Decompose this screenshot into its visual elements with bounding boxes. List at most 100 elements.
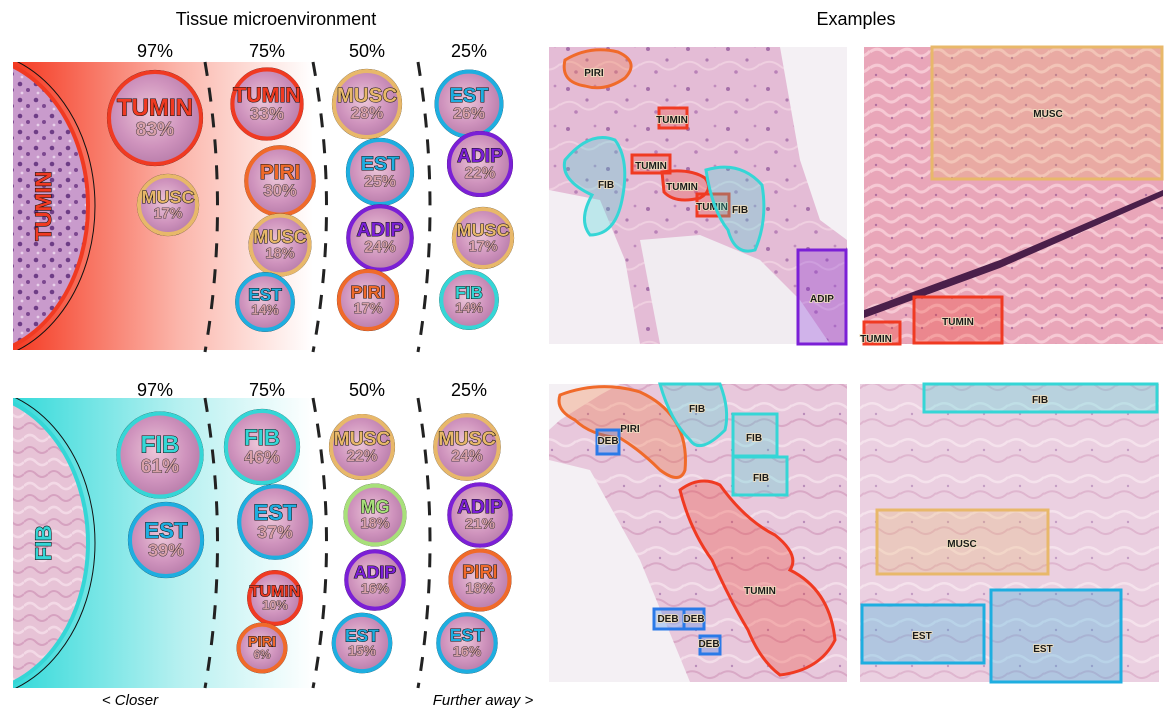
- bubble-percent: 10%: [262, 597, 288, 612]
- axis-closer-label: < Closer: [102, 692, 159, 709]
- bubble-percent: 18%: [465, 581, 494, 597]
- annotation-label: FIB: [746, 433, 762, 444]
- bubble-label: PIRI: [462, 561, 497, 582]
- bubble-label: PIRI: [260, 161, 301, 184]
- bubble-label: ADIP: [457, 497, 502, 518]
- annotation-label: PIRI: [620, 424, 640, 435]
- bubble-label: FIB: [455, 282, 483, 302]
- neighbor-bubbles: FIB61%EST39%FIB46%EST37%TUMIN10%PIRI6%MU…: [116, 408, 513, 674]
- bubble-percent: 21%: [465, 516, 496, 533]
- annotation-fib: FIB: [922, 382, 1159, 414]
- annotation-label: MUSC: [947, 539, 976, 550]
- bubble-percent: 14%: [251, 302, 279, 317]
- bubble-label: EST: [361, 153, 400, 175]
- bubble-percent: 37%: [257, 522, 293, 542]
- annotation-label: TUMIN: [744, 586, 776, 597]
- center-tissue-outline: [16, 62, 96, 350]
- bubble-percent: 83%: [136, 119, 174, 140]
- annotation-label: TUMIN: [656, 115, 688, 126]
- bubble-label: PIRI: [248, 635, 276, 651]
- annotation-fib: FIB: [731, 412, 779, 458]
- annotation-fib: FIB: [562, 136, 627, 237]
- bubble-percent: 26%: [453, 104, 485, 122]
- center-tissue-tumin: [13, 64, 90, 348]
- example-image-2: MUSC TUMIN TUMIN: [859, 45, 1164, 346]
- bubble-percent: 16%: [453, 644, 482, 660]
- neighbor-bubbles: TUMIN83%MUSC17%TUMIN33%PIRI30%MUSC18%EST…: [106, 67, 515, 332]
- bubble-label: EST: [450, 625, 485, 645]
- distance-dividers: [203, 61, 432, 353]
- distance-divider-3: [416, 397, 432, 689]
- example-image-4: FIB MUSC EST EST: [860, 382, 1159, 684]
- bubble-label: MUSC: [337, 84, 397, 107]
- annotation-tumin: TUMIN: [859, 320, 902, 346]
- bubble-percent: 18%: [265, 246, 294, 262]
- column-header-2: 75%: [249, 41, 285, 61]
- annotation-deb: DEB: [595, 428, 621, 456]
- annotation-musc: MUSC: [875, 508, 1050, 576]
- bubble-label: EST: [144, 518, 188, 543]
- bubble-percent: 24%: [364, 239, 395, 256]
- annotation-piri: PIRI: [562, 48, 633, 90]
- annotation-adip: ADIP: [796, 248, 848, 346]
- distance-divider-2: [311, 397, 328, 689]
- bubble-label: TUMIN: [117, 95, 193, 122]
- annotation-label: PIRI: [584, 68, 604, 79]
- bubble-label: MG: [360, 496, 389, 517]
- microenvironment-panel-fib: FIB 97% 75% 50% 25% FIB61%EST39%FIB46%EST37…: [13, 380, 513, 689]
- bubble-label: TUMIN: [250, 583, 301, 600]
- bubble-label: MUSC: [457, 220, 510, 240]
- bubble-label: PIRI: [351, 282, 386, 302]
- distance-divider-1: [203, 61, 219, 353]
- column-header-4: 25%: [451, 380, 487, 400]
- column-header-1: 97%: [137, 380, 173, 400]
- left-title: Tissue microenvironment: [176, 9, 376, 29]
- bubble-label: ADIP: [357, 219, 404, 241]
- annotation-label: FIB: [1032, 395, 1048, 406]
- annotation-fib: FIB: [731, 455, 789, 497]
- column-headers: 97% 75% 50% 25%: [137, 380, 487, 400]
- example-image-1: PIRI TUMIN TUMIN TUMIN TUMIN FIB FIB ADIP: [549, 47, 848, 346]
- annotation-label: TUMIN: [860, 334, 892, 345]
- column-header-2: 75%: [249, 380, 285, 400]
- bubble-percent: 17%: [354, 301, 383, 317]
- bubble-label: EST: [450, 85, 490, 107]
- center-tissue-fib: [13, 401, 90, 685]
- distance-dividers: [203, 397, 432, 689]
- bubble-percent: 17%: [154, 206, 183, 222]
- bubble-label: EST: [248, 284, 282, 304]
- annotation-label: TUMIN: [696, 202, 728, 213]
- bubble-label: MUSC: [253, 226, 307, 247]
- bubble-percent: 15%: [348, 643, 377, 659]
- annotation-label: FIB: [732, 205, 748, 216]
- bubble-label: MUSC: [142, 187, 195, 207]
- annotation-label: FIB: [598, 180, 614, 191]
- bubble-percent: 24%: [451, 448, 482, 465]
- bubble-label: FIB: [141, 432, 180, 459]
- annotation-label: DEB: [597, 436, 618, 447]
- annotation-tumin: TUMIN: [655, 106, 689, 130]
- microenvironment-panel-tumin: TUMIN 97% 75% 50% 25% TUMIN83%MUSC17%TUMIN3…: [13, 41, 515, 353]
- annotation-deb: DEB: [698, 634, 722, 656]
- annotation-fib: FIB: [658, 382, 729, 448]
- bubble-label: MUSC: [438, 428, 496, 450]
- right-title: Examples: [816, 9, 895, 29]
